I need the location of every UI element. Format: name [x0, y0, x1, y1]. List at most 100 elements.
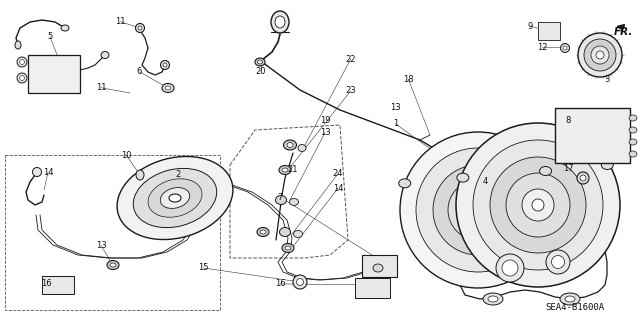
- Bar: [28, 55, 80, 93]
- Text: 23: 23: [346, 86, 356, 95]
- Ellipse shape: [257, 227, 269, 236]
- Text: 4: 4: [483, 177, 488, 186]
- Ellipse shape: [101, 51, 109, 58]
- Text: 13: 13: [320, 128, 330, 137]
- Ellipse shape: [148, 179, 202, 217]
- Ellipse shape: [279, 166, 291, 174]
- Ellipse shape: [117, 156, 233, 240]
- Ellipse shape: [138, 26, 142, 30]
- Ellipse shape: [400, 132, 556, 288]
- Text: 17: 17: [563, 164, 573, 173]
- Ellipse shape: [584, 39, 616, 71]
- Ellipse shape: [19, 76, 24, 80]
- Ellipse shape: [578, 33, 622, 77]
- Text: 3: 3: [604, 75, 609, 84]
- Text: 16: 16: [275, 279, 285, 288]
- Bar: [555, 108, 630, 163]
- Ellipse shape: [580, 175, 586, 181]
- Ellipse shape: [271, 11, 289, 33]
- Ellipse shape: [294, 231, 303, 238]
- Ellipse shape: [448, 180, 508, 240]
- Text: 11: 11: [115, 17, 125, 26]
- Ellipse shape: [107, 261, 119, 270]
- Ellipse shape: [296, 278, 303, 286]
- Text: 12: 12: [538, 43, 548, 52]
- Ellipse shape: [629, 151, 637, 157]
- Text: 16: 16: [41, 279, 51, 288]
- Ellipse shape: [522, 189, 554, 221]
- Ellipse shape: [629, 115, 637, 121]
- Ellipse shape: [561, 43, 570, 53]
- Ellipse shape: [629, 127, 637, 133]
- Text: FR.: FR.: [613, 27, 633, 37]
- Polygon shape: [460, 220, 607, 299]
- Ellipse shape: [560, 293, 580, 305]
- Ellipse shape: [287, 143, 293, 147]
- Ellipse shape: [110, 263, 116, 267]
- Ellipse shape: [17, 73, 27, 83]
- Ellipse shape: [532, 199, 544, 211]
- Ellipse shape: [61, 25, 69, 31]
- Ellipse shape: [506, 173, 570, 237]
- Ellipse shape: [483, 293, 503, 305]
- Ellipse shape: [373, 264, 383, 272]
- Bar: [355, 278, 390, 298]
- Ellipse shape: [496, 254, 524, 282]
- Text: 19: 19: [320, 116, 330, 125]
- Text: 1: 1: [393, 119, 398, 128]
- Text: 7: 7: [278, 193, 283, 202]
- Ellipse shape: [490, 157, 586, 253]
- Text: 18: 18: [403, 75, 413, 84]
- Ellipse shape: [456, 167, 468, 176]
- Ellipse shape: [591, 46, 609, 64]
- Ellipse shape: [255, 58, 265, 66]
- Ellipse shape: [160, 188, 189, 208]
- Text: 10: 10: [122, 151, 132, 160]
- Bar: [5, 155, 220, 310]
- Ellipse shape: [456, 123, 620, 287]
- Text: 14: 14: [333, 184, 343, 193]
- Ellipse shape: [161, 61, 170, 70]
- Text: 5: 5: [47, 32, 52, 41]
- Text: 9: 9: [527, 22, 532, 31]
- Ellipse shape: [563, 46, 567, 50]
- Ellipse shape: [473, 140, 603, 270]
- Ellipse shape: [565, 296, 575, 302]
- Ellipse shape: [257, 60, 262, 64]
- Ellipse shape: [19, 60, 24, 64]
- Ellipse shape: [162, 84, 174, 93]
- Ellipse shape: [488, 296, 498, 302]
- Ellipse shape: [552, 256, 564, 269]
- Text: 21: 21: [288, 165, 298, 174]
- Ellipse shape: [463, 195, 493, 225]
- Ellipse shape: [285, 246, 291, 250]
- Ellipse shape: [602, 160, 613, 169]
- Ellipse shape: [163, 63, 167, 67]
- Ellipse shape: [399, 179, 411, 188]
- Text: 22: 22: [346, 55, 356, 63]
- Ellipse shape: [280, 227, 291, 236]
- Text: 11: 11: [96, 83, 106, 92]
- Bar: [362, 255, 397, 277]
- Ellipse shape: [416, 148, 540, 272]
- Ellipse shape: [540, 167, 552, 175]
- Ellipse shape: [33, 167, 42, 176]
- Ellipse shape: [260, 230, 266, 234]
- Ellipse shape: [15, 41, 21, 49]
- Text: 15: 15: [198, 263, 209, 272]
- Ellipse shape: [459, 170, 465, 174]
- Bar: [538, 22, 560, 40]
- Ellipse shape: [136, 170, 144, 180]
- Text: 14: 14: [43, 168, 53, 177]
- Ellipse shape: [282, 168, 288, 172]
- Ellipse shape: [596, 51, 604, 59]
- Text: SEA4-B1600A: SEA4-B1600A: [545, 303, 605, 313]
- Ellipse shape: [165, 86, 171, 90]
- Text: 24: 24: [333, 169, 343, 178]
- Ellipse shape: [284, 140, 296, 150]
- Text: 6: 6: [137, 67, 142, 76]
- Ellipse shape: [293, 275, 307, 289]
- Ellipse shape: [282, 243, 294, 253]
- Ellipse shape: [275, 196, 287, 204]
- Ellipse shape: [433, 165, 523, 255]
